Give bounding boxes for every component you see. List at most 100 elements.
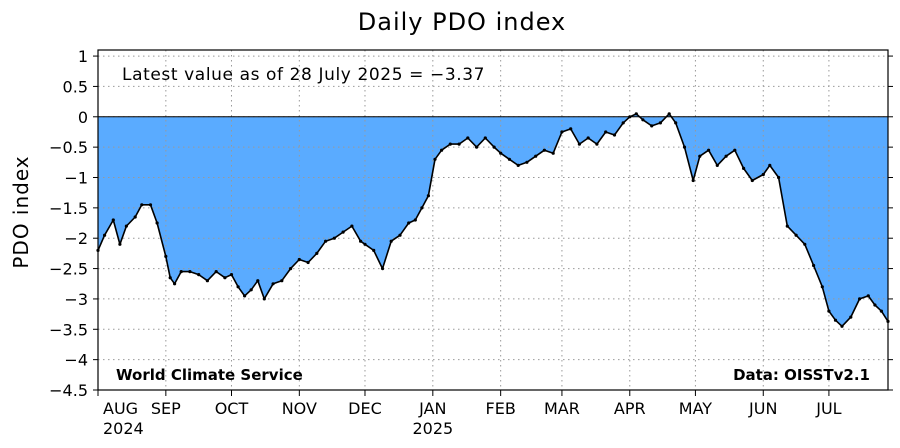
data-point-12: [179, 270, 183, 274]
data-point-53: [507, 157, 511, 161]
data-point-14: [197, 273, 201, 277]
data-point-2: [111, 218, 115, 222]
data-point-89: [812, 263, 816, 268]
data-point-17: [223, 276, 227, 280]
data-point-24: [271, 282, 275, 286]
x-tick-label-0: AUG: [103, 399, 138, 418]
y-tick-label-9: −3.5: [49, 320, 88, 339]
data-point-96: [866, 294, 870, 298]
data-point-72: [667, 112, 671, 116]
data-point-55: [525, 160, 529, 164]
data-point-28: [306, 260, 310, 265]
data-point-77: [707, 148, 711, 152]
data-point-69: [641, 118, 645, 122]
data-point-25: [280, 279, 284, 283]
x-tick-label-4: DEC: [348, 399, 382, 418]
source-right-annotation: Data: OISSTv2.1: [733, 366, 870, 384]
x-tick-label-3: NOV: [282, 399, 317, 418]
data-point-21: [249, 288, 253, 292]
data-point-7: [148, 203, 153, 207]
data-point-65: [612, 133, 617, 137]
data-point-29: [315, 251, 319, 255]
y-tick-label-6: −2: [64, 229, 88, 248]
y-tick-label-7: −2.5: [49, 260, 88, 279]
data-point-75: [691, 178, 695, 183]
data-point-35: [363, 242, 367, 246]
x-tick-label-5: JAN: [418, 399, 446, 418]
data-point-33: [350, 224, 354, 228]
data-point-30: [324, 239, 328, 243]
data-point-84: [768, 163, 772, 167]
data-point-1: [103, 233, 107, 237]
data-point-41: [413, 218, 417, 222]
y-tick-label-11: −4.5: [49, 381, 88, 400]
data-point-38: [389, 239, 393, 243]
data-point-48: [466, 136, 470, 140]
data-point-10: [168, 276, 172, 280]
data-point-80: [733, 148, 737, 152]
pdo-area-fill: [98, 113, 888, 327]
data-point-93: [840, 324, 844, 328]
data-point-6: [140, 203, 144, 207]
source-left-annotation: World Climate Service: [116, 366, 303, 384]
pdo-series-line: [97, 113, 889, 328]
data-point-98: [879, 309, 884, 313]
data-point-27: [297, 257, 301, 262]
data-point-42: [420, 206, 424, 210]
data-point-31: [332, 236, 336, 240]
y-tick-label-0: 1: [78, 47, 88, 66]
y-tick-label-5: −1.5: [49, 199, 88, 218]
x-tick-label-8: APR: [614, 399, 646, 418]
data-point-88: [803, 242, 807, 246]
x-tick-label-6: FEB: [486, 399, 516, 418]
data-point-95: [858, 297, 862, 301]
data-point-16: [214, 270, 218, 274]
data-point-73: [674, 121, 678, 125]
data-point-78: [715, 163, 719, 167]
x-tick-label-1: SEP: [151, 399, 181, 418]
data-point-61: [577, 142, 582, 146]
data-point-3: [118, 242, 122, 246]
data-point-39: [398, 233, 402, 237]
data-point-18: [229, 273, 234, 277]
data-point-11: [173, 282, 177, 286]
data-point-64: [604, 130, 608, 134]
data-point-71: [658, 121, 663, 125]
data-point-37: [380, 267, 385, 271]
data-point-52: [499, 151, 503, 155]
data-point-19: [236, 285, 240, 289]
x-tick-label-11: JUL: [815, 399, 841, 418]
data-point-92: [833, 318, 838, 322]
data-point-26: [289, 267, 293, 271]
data-point-66: [621, 121, 625, 125]
data-point-56: [534, 154, 538, 158]
data-point-70: [650, 124, 654, 128]
data-point-67: [628, 115, 632, 119]
data-point-34: [359, 239, 363, 243]
data-point-20: [243, 294, 247, 298]
data-point-45: [440, 148, 444, 152]
data-point-5: [133, 215, 137, 219]
data-point-51: [492, 145, 496, 149]
data-point-49: [475, 145, 479, 149]
data-point-97: [873, 303, 877, 307]
latest-value-annotation: Latest value as of 28 July 2025 = −3.37: [122, 65, 485, 85]
x-year-label-5: 2025: [412, 419, 453, 438]
x-tick-label-10: JUN: [748, 399, 777, 418]
data-point-13: [188, 270, 192, 274]
data-point-63: [595, 142, 599, 146]
chart-title: Daily PDO index: [358, 8, 567, 36]
data-point-68: [634, 112, 638, 116]
data-point-94: [849, 315, 853, 319]
data-point-59: [560, 130, 564, 134]
y-tick-label-1: 0.5: [63, 77, 88, 96]
data-point-47: [457, 142, 461, 146]
y-axis-label: PDO index: [9, 155, 33, 268]
data-point-15: [205, 279, 209, 283]
data-point-81: [742, 166, 746, 170]
data-point-91: [827, 309, 831, 313]
y-tick-label-4: −1: [64, 169, 88, 188]
data-point-79: [724, 154, 728, 158]
